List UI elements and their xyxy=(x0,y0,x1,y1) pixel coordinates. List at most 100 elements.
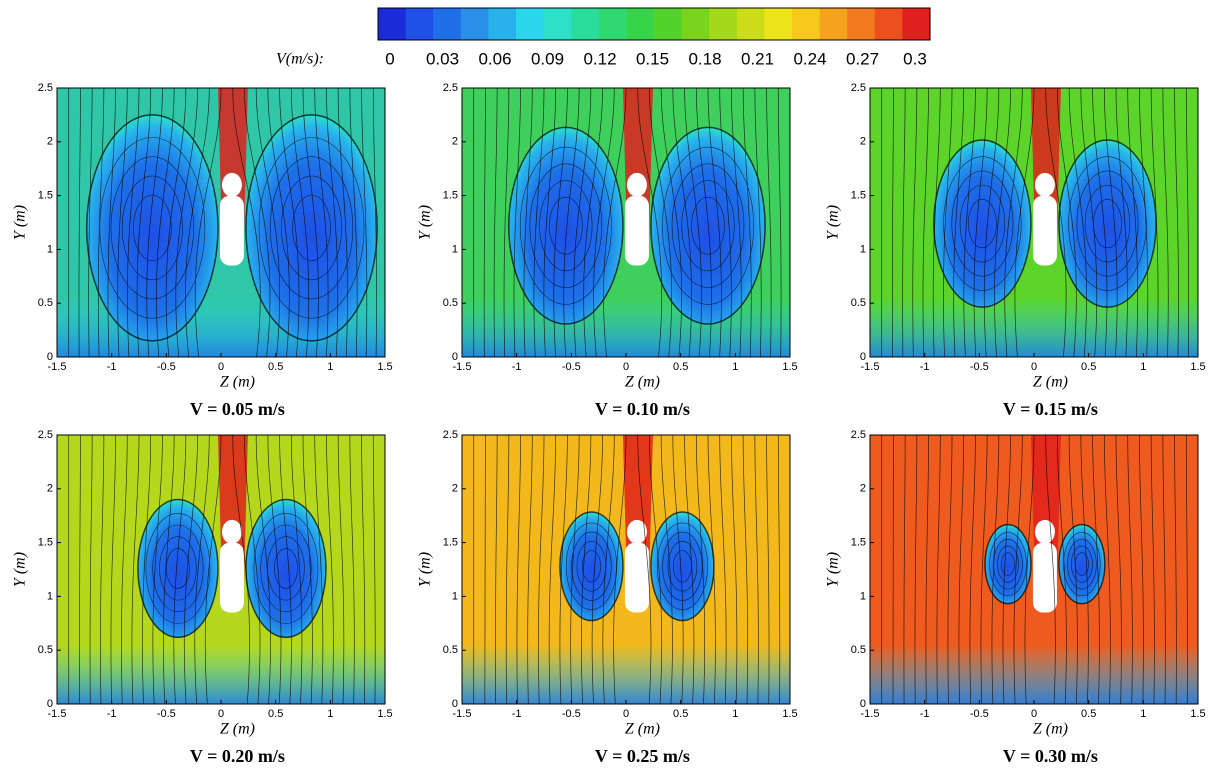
y-tick-label: 1.5 xyxy=(38,190,53,202)
panel-title: V = 0.15 m/s xyxy=(1003,399,1098,419)
y-tick-label: 0 xyxy=(860,698,866,710)
y-tick-label: 0.5 xyxy=(38,644,53,656)
colorbar-tick-label: 0 xyxy=(385,49,394,68)
panel: -1.5-1-0.500.511.500.511.522.5Z (m)Y (m)… xyxy=(417,82,798,419)
y-tick-label: 0 xyxy=(47,698,53,710)
x-axis-label: Z (m) xyxy=(625,374,660,391)
y-tick-label: 0.5 xyxy=(851,297,866,309)
figure: V(m/s): 00.030.060.090.120.150.180.210.2… xyxy=(0,0,1210,771)
plot-area xyxy=(57,435,386,704)
colorbar-swatch xyxy=(847,8,875,40)
colorbar-swatch xyxy=(516,8,544,40)
panel-title: V = 0.30 m/s xyxy=(1003,746,1098,766)
colorbar-swatch xyxy=(737,8,765,40)
x-tick-label: 0.5 xyxy=(1081,708,1096,720)
manikin-body xyxy=(625,543,649,613)
y-tick-label: 2.5 xyxy=(443,82,458,94)
x-tick-label: -0.5 xyxy=(562,708,581,720)
panel: -1.5-1-0.500.511.500.511.522.5Z (m)Y (m)… xyxy=(12,82,393,419)
x-tick-label: 1.5 xyxy=(782,708,797,720)
panel: -1.5-1-0.500.511.500.511.522.5Z (m)Y (m)… xyxy=(12,429,393,766)
x-tick-label: 0 xyxy=(623,361,629,373)
manikin-body xyxy=(625,196,649,266)
y-axis-label: Y (m) xyxy=(12,552,29,587)
colorbar-tick-label: 0.27 xyxy=(846,49,879,68)
colorbar-swatch xyxy=(571,8,599,40)
y-tick-label: 0.5 xyxy=(443,644,458,656)
y-tick-label: 2 xyxy=(860,483,866,495)
plot-area xyxy=(870,435,1198,704)
floor-gradient xyxy=(462,644,790,704)
colorbar-swatch xyxy=(875,8,903,40)
y-axis-label: Y (m) xyxy=(825,552,842,587)
y-tick-label: 1.5 xyxy=(443,190,458,202)
colorbar-tick-label: 0.12 xyxy=(583,49,616,68)
y-axis-label: Y (m) xyxy=(825,205,842,240)
x-tick-label: -1 xyxy=(512,361,522,373)
x-tick-label: -0.5 xyxy=(157,708,176,720)
colorbar-tick-label: 0.18 xyxy=(688,49,721,68)
colorbar-swatch xyxy=(599,8,627,40)
y-tick-label: 0.5 xyxy=(443,297,458,309)
panel-title: V = 0.25 m/s xyxy=(595,746,690,766)
plot-area xyxy=(462,435,791,704)
y-tick-label: 2 xyxy=(47,483,53,495)
x-axis-label: Z (m) xyxy=(1033,374,1068,391)
x-tick-label: 1.5 xyxy=(782,361,797,373)
y-tick-label: 1 xyxy=(47,243,53,255)
y-tick-label: 2 xyxy=(47,136,53,148)
y-tick-label: 1 xyxy=(47,590,53,602)
x-tick-label: -1 xyxy=(107,361,117,373)
colorbar-swatch xyxy=(544,8,572,40)
panel-title: V = 0.05 m/s xyxy=(190,399,285,419)
colorbar-label: V(m/s): xyxy=(276,51,324,68)
x-tick-label: -1 xyxy=(107,708,117,720)
y-tick-label: 1.5 xyxy=(851,190,866,202)
x-axis-label: Z (m) xyxy=(220,374,255,391)
x-tick-label: 0.5 xyxy=(268,708,283,720)
colorbar-swatch xyxy=(461,8,489,40)
x-tick-label: -0.5 xyxy=(970,708,989,720)
x-axis-label: Z (m) xyxy=(625,721,660,738)
manikin-body xyxy=(220,196,244,266)
x-tick-label: -1 xyxy=(920,361,930,373)
x-tick-label: 0 xyxy=(218,361,224,373)
y-tick-label: 2.5 xyxy=(38,82,53,94)
y-tick-label: 1 xyxy=(452,243,458,255)
manikin-head xyxy=(1035,173,1055,197)
y-tick-label: 1.5 xyxy=(851,537,866,549)
vortex xyxy=(1059,140,1156,307)
panel-title: V = 0.10 m/s xyxy=(595,399,690,419)
colorbar-tick-label: 0.21 xyxy=(741,49,774,68)
manikin-body xyxy=(220,543,244,613)
manikin-head xyxy=(627,173,647,197)
colorbar-swatch xyxy=(709,8,737,40)
colorbar-swatch xyxy=(902,8,930,40)
x-tick-label: 0.5 xyxy=(673,708,688,720)
x-tick-label: 1 xyxy=(732,708,738,720)
x-axis-label: Z (m) xyxy=(220,721,255,738)
y-tick-label: 1.5 xyxy=(443,537,458,549)
colorbar-tick-label: 0.3 xyxy=(903,49,927,68)
x-tick-label: 1.5 xyxy=(377,708,392,720)
colorbar-tick-label: 0.06 xyxy=(478,49,511,68)
panel-title: V = 0.20 m/s xyxy=(190,746,285,766)
x-tick-label: -0.5 xyxy=(562,361,581,373)
panel: -1.5-1-0.500.511.500.511.522.5Z (m)Y (m)… xyxy=(825,82,1206,419)
y-tick-label: 2.5 xyxy=(851,82,866,94)
x-tick-label: 1 xyxy=(732,361,738,373)
colorbar-swatch xyxy=(820,8,848,40)
colorbar-swatch xyxy=(682,8,710,40)
y-tick-label: 1 xyxy=(860,243,866,255)
colorbar-swatch xyxy=(378,8,406,40)
x-tick-label: -0.5 xyxy=(157,361,176,373)
y-tick-label: 0 xyxy=(860,351,866,363)
x-tick-label: 0 xyxy=(1031,708,1037,720)
x-tick-label: -0.5 xyxy=(970,361,989,373)
colorbar-tick-label: 0.24 xyxy=(793,49,826,68)
y-tick-label: 1 xyxy=(452,590,458,602)
y-tick-label: 0 xyxy=(452,698,458,710)
manikin-head xyxy=(1035,520,1055,544)
x-tick-label: 0 xyxy=(218,708,224,720)
y-tick-label: 2 xyxy=(860,136,866,148)
